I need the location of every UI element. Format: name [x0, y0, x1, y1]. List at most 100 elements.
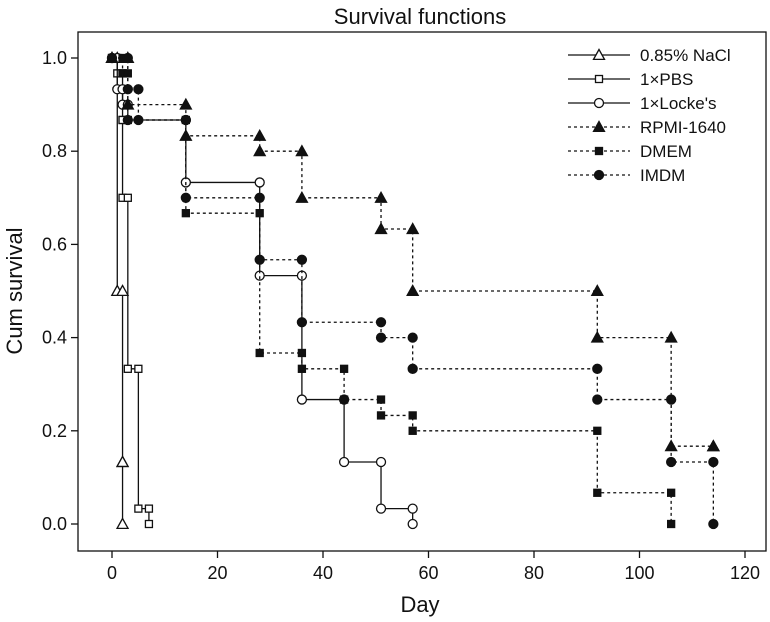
legend-label: 1×Locke's [640, 94, 717, 113]
data-point-circle [592, 363, 603, 374]
y-tick-label: 0.0 [42, 514, 67, 534]
data-point-circle [592, 394, 603, 405]
series-layer [105, 51, 720, 530]
data-point-triangle [592, 48, 606, 61]
x-axis-label: Day [400, 592, 439, 617]
data-point-square [144, 519, 154, 529]
data-point-square [297, 364, 307, 373]
data-point-square [594, 146, 604, 156]
legend-item: DMEM [568, 142, 692, 161]
data-point-circle [254, 177, 265, 188]
series-line [112, 57, 714, 447]
data-point-circle [375, 456, 387, 468]
x-tick-label: 120 [730, 563, 760, 583]
chart-title: Survival functions [334, 4, 506, 29]
data-point-circle [708, 518, 719, 530]
data-point-circle [407, 518, 418, 530]
data-point-triangle [115, 284, 130, 297]
x-tick-label: 100 [624, 563, 654, 583]
data-point-square [255, 348, 264, 358]
data-point-triangle [590, 284, 604, 297]
series-2 [106, 52, 418, 530]
data-point-circle [122, 52, 133, 64]
y-axis-label: Cum survival [2, 227, 27, 354]
legend-label: DMEM [640, 142, 692, 161]
data-point-circle [338, 456, 350, 468]
x-tick-label: 0 [107, 563, 117, 583]
x-tick-label: 80 [524, 563, 544, 583]
legend-label: 1×PBS [640, 70, 693, 89]
data-point-square [667, 519, 676, 529]
data-point-triangle [374, 190, 388, 203]
data-point-triangle [406, 284, 420, 297]
data-point-circle [133, 114, 144, 126]
data-point-square [134, 504, 143, 513]
data-point-circle [666, 394, 677, 405]
data-point-circle [133, 84, 144, 95]
y-tick-label: 0.8 [42, 141, 67, 161]
data-point-circle [407, 332, 418, 343]
data-point-square [339, 364, 349, 373]
data-point-square [408, 411, 417, 420]
data-point-circle [407, 363, 418, 374]
data-point-square [134, 364, 143, 373]
data-point-circle [122, 84, 133, 95]
data-point-triangle [664, 330, 678, 343]
data-point-circle [296, 254, 308, 265]
data-point-circle [106, 52, 118, 64]
legend-label: IMDM [640, 166, 685, 185]
data-point-triangle [179, 97, 193, 110]
data-point-circle [666, 456, 677, 468]
y-tick-label: 0.6 [42, 234, 67, 254]
x-tick-label: 60 [418, 563, 438, 583]
y-axis-ticks: 0.0 0.2 0.4 0.6 0.8 1.0 [42, 48, 78, 534]
data-point-square [594, 74, 604, 84]
legend-label: 0.85% NaCl [640, 46, 731, 65]
data-point-square [297, 348, 307, 358]
data-point-square [123, 193, 132, 202]
x-axis-ticks: 0 20 40 60 80 100 120 [107, 551, 760, 583]
data-point-square [376, 395, 386, 404]
data-point-triangle [253, 128, 267, 141]
series-5 [106, 52, 719, 530]
data-point-triangle [590, 330, 604, 343]
x-tick-label: 20 [207, 563, 227, 583]
legend-item: IMDM [568, 166, 685, 185]
data-point-square [123, 364, 132, 373]
legend-label: RPMI-1640 [640, 118, 726, 137]
y-tick-label: 0.4 [42, 328, 67, 348]
data-point-circle [375, 503, 387, 514]
data-point-triangle [592, 120, 606, 133]
data-point-circle [254, 192, 265, 203]
data-point-square [593, 488, 602, 497]
y-tick-label: 0.2 [42, 421, 67, 441]
series-3 [105, 51, 720, 452]
y-tick-label: 1.0 [42, 48, 67, 68]
data-point-triangle [115, 517, 130, 530]
data-point-square [144, 504, 154, 513]
data-point-square [339, 395, 349, 404]
data-point-triangle [295, 144, 309, 157]
plot-frame [77, 31, 767, 552]
data-point-circle [180, 114, 192, 126]
data-point-circle [180, 192, 192, 203]
data-point-square [408, 426, 417, 435]
data-point-square [593, 426, 602, 435]
data-point-circle [407, 503, 418, 514]
data-point-triangle [253, 144, 267, 157]
series-4 [107, 53, 676, 529]
data-point-square [667, 488, 676, 497]
data-point-square [123, 115, 132, 125]
data-point-circle [254, 254, 265, 265]
data-point-circle [375, 317, 387, 328]
data-point-square [376, 411, 386, 420]
series-line [112, 57, 414, 524]
data-point-circle [296, 394, 308, 405]
data-point-triangle [374, 222, 388, 235]
data-point-circle [593, 169, 605, 181]
data-point-circle [708, 456, 719, 468]
data-point-triangle [664, 439, 678, 452]
data-point-circle [296, 317, 308, 328]
legend: 0.85% NaCl 1×PBS 1×Locke's RPMI-1640 DMEM IMD… [568, 46, 731, 185]
